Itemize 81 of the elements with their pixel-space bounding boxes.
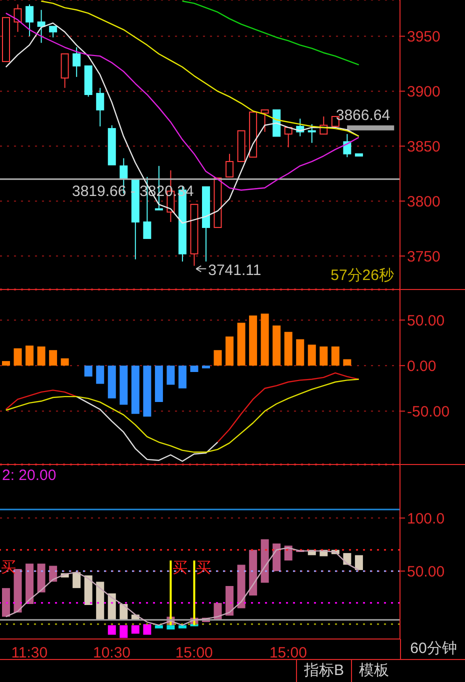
chart-title: 2: 20.00 bbox=[2, 467, 56, 484]
bar bbox=[343, 359, 352, 366]
text: 60分钟 bbox=[400, 639, 465, 659]
bar bbox=[308, 344, 316, 366]
x-tick-label: 15:00 bbox=[269, 644, 308, 662]
y-tick-label: 100.0 bbox=[407, 510, 445, 528]
bar bbox=[154, 625, 163, 628]
bar bbox=[72, 572, 81, 588]
bar bbox=[120, 366, 128, 405]
y-tick-label: 3950 bbox=[407, 28, 440, 46]
x-tick-label: 15:00 bbox=[175, 644, 213, 662]
bar bbox=[214, 350, 222, 366]
bar bbox=[108, 366, 116, 398]
y-tick-label: 3900 bbox=[407, 84, 440, 101]
annotation: 3741.11 bbox=[208, 262, 262, 279]
bar bbox=[354, 555, 363, 570]
x-tick-label: 10:30 bbox=[92, 644, 131, 662]
bar bbox=[260, 314, 269, 366]
bar bbox=[84, 366, 92, 377]
bar bbox=[226, 586, 234, 616]
bar bbox=[166, 625, 175, 630]
bar bbox=[108, 625, 116, 635]
y-tick-label: 3750 bbox=[407, 248, 440, 266]
bar bbox=[154, 366, 163, 402]
bar bbox=[2, 588, 10, 617]
data-label: 买 bbox=[172, 559, 188, 576]
y-tick-label: 50.00 bbox=[407, 563, 445, 580]
y-tick-label: 50.00 bbox=[407, 312, 445, 330]
bar bbox=[284, 332, 292, 366]
bar bbox=[190, 366, 198, 372]
bar bbox=[226, 336, 234, 366]
bar bbox=[202, 366, 210, 368]
bar bbox=[2, 361, 10, 366]
line-series bbox=[5, 378, 360, 453]
annotation: 57分26秒 bbox=[330, 266, 394, 285]
bar bbox=[120, 625, 128, 638]
bar bbox=[143, 366, 152, 417]
bar bbox=[60, 358, 69, 366]
bar bbox=[320, 346, 328, 366]
bar bbox=[37, 564, 46, 592]
bar bbox=[272, 544, 281, 572]
bar bbox=[178, 625, 186, 628]
x-tick-label: 11:30 bbox=[11, 644, 48, 662]
bar bbox=[96, 366, 104, 384]
candlestick bbox=[37, 9, 46, 44]
bar bbox=[237, 564, 246, 608]
bar bbox=[237, 322, 246, 366]
text: 模板 bbox=[351, 660, 396, 682]
bar bbox=[272, 326, 281, 366]
bar bbox=[96, 582, 104, 620]
y-tick-label: -50.00 bbox=[407, 403, 450, 420]
bar bbox=[343, 553, 352, 565]
y-tick-label: 0.00 bbox=[407, 358, 436, 375]
bar bbox=[166, 366, 175, 385]
data-label: 买 bbox=[196, 559, 212, 576]
bar bbox=[193, 560, 196, 626]
bar bbox=[331, 346, 340, 366]
y-tick-label: 3800 bbox=[407, 193, 440, 210]
bar bbox=[131, 625, 140, 634]
bar bbox=[178, 366, 186, 388]
line-series bbox=[76, 396, 218, 462]
bar bbox=[143, 624, 152, 635]
annotation: 买 bbox=[1, 558, 16, 578]
bar bbox=[14, 568, 22, 612]
bar bbox=[296, 339, 304, 366]
text: 指标B bbox=[296, 660, 352, 682]
ref-line-label: 3866.64 bbox=[336, 106, 390, 124]
bar bbox=[37, 346, 46, 366]
bar bbox=[26, 346, 34, 366]
line-series bbox=[182, 0, 360, 66]
bar bbox=[170, 560, 172, 626]
bar bbox=[26, 564, 34, 604]
bar bbox=[84, 575, 92, 606]
bar bbox=[49, 350, 58, 366]
y-tick-label: 3850 bbox=[407, 138, 440, 156]
bar bbox=[131, 366, 140, 414]
candlestick bbox=[96, 87, 104, 127]
bar bbox=[260, 539, 269, 583]
bar bbox=[249, 550, 258, 596]
bar bbox=[14, 348, 22, 366]
bar bbox=[249, 316, 258, 366]
